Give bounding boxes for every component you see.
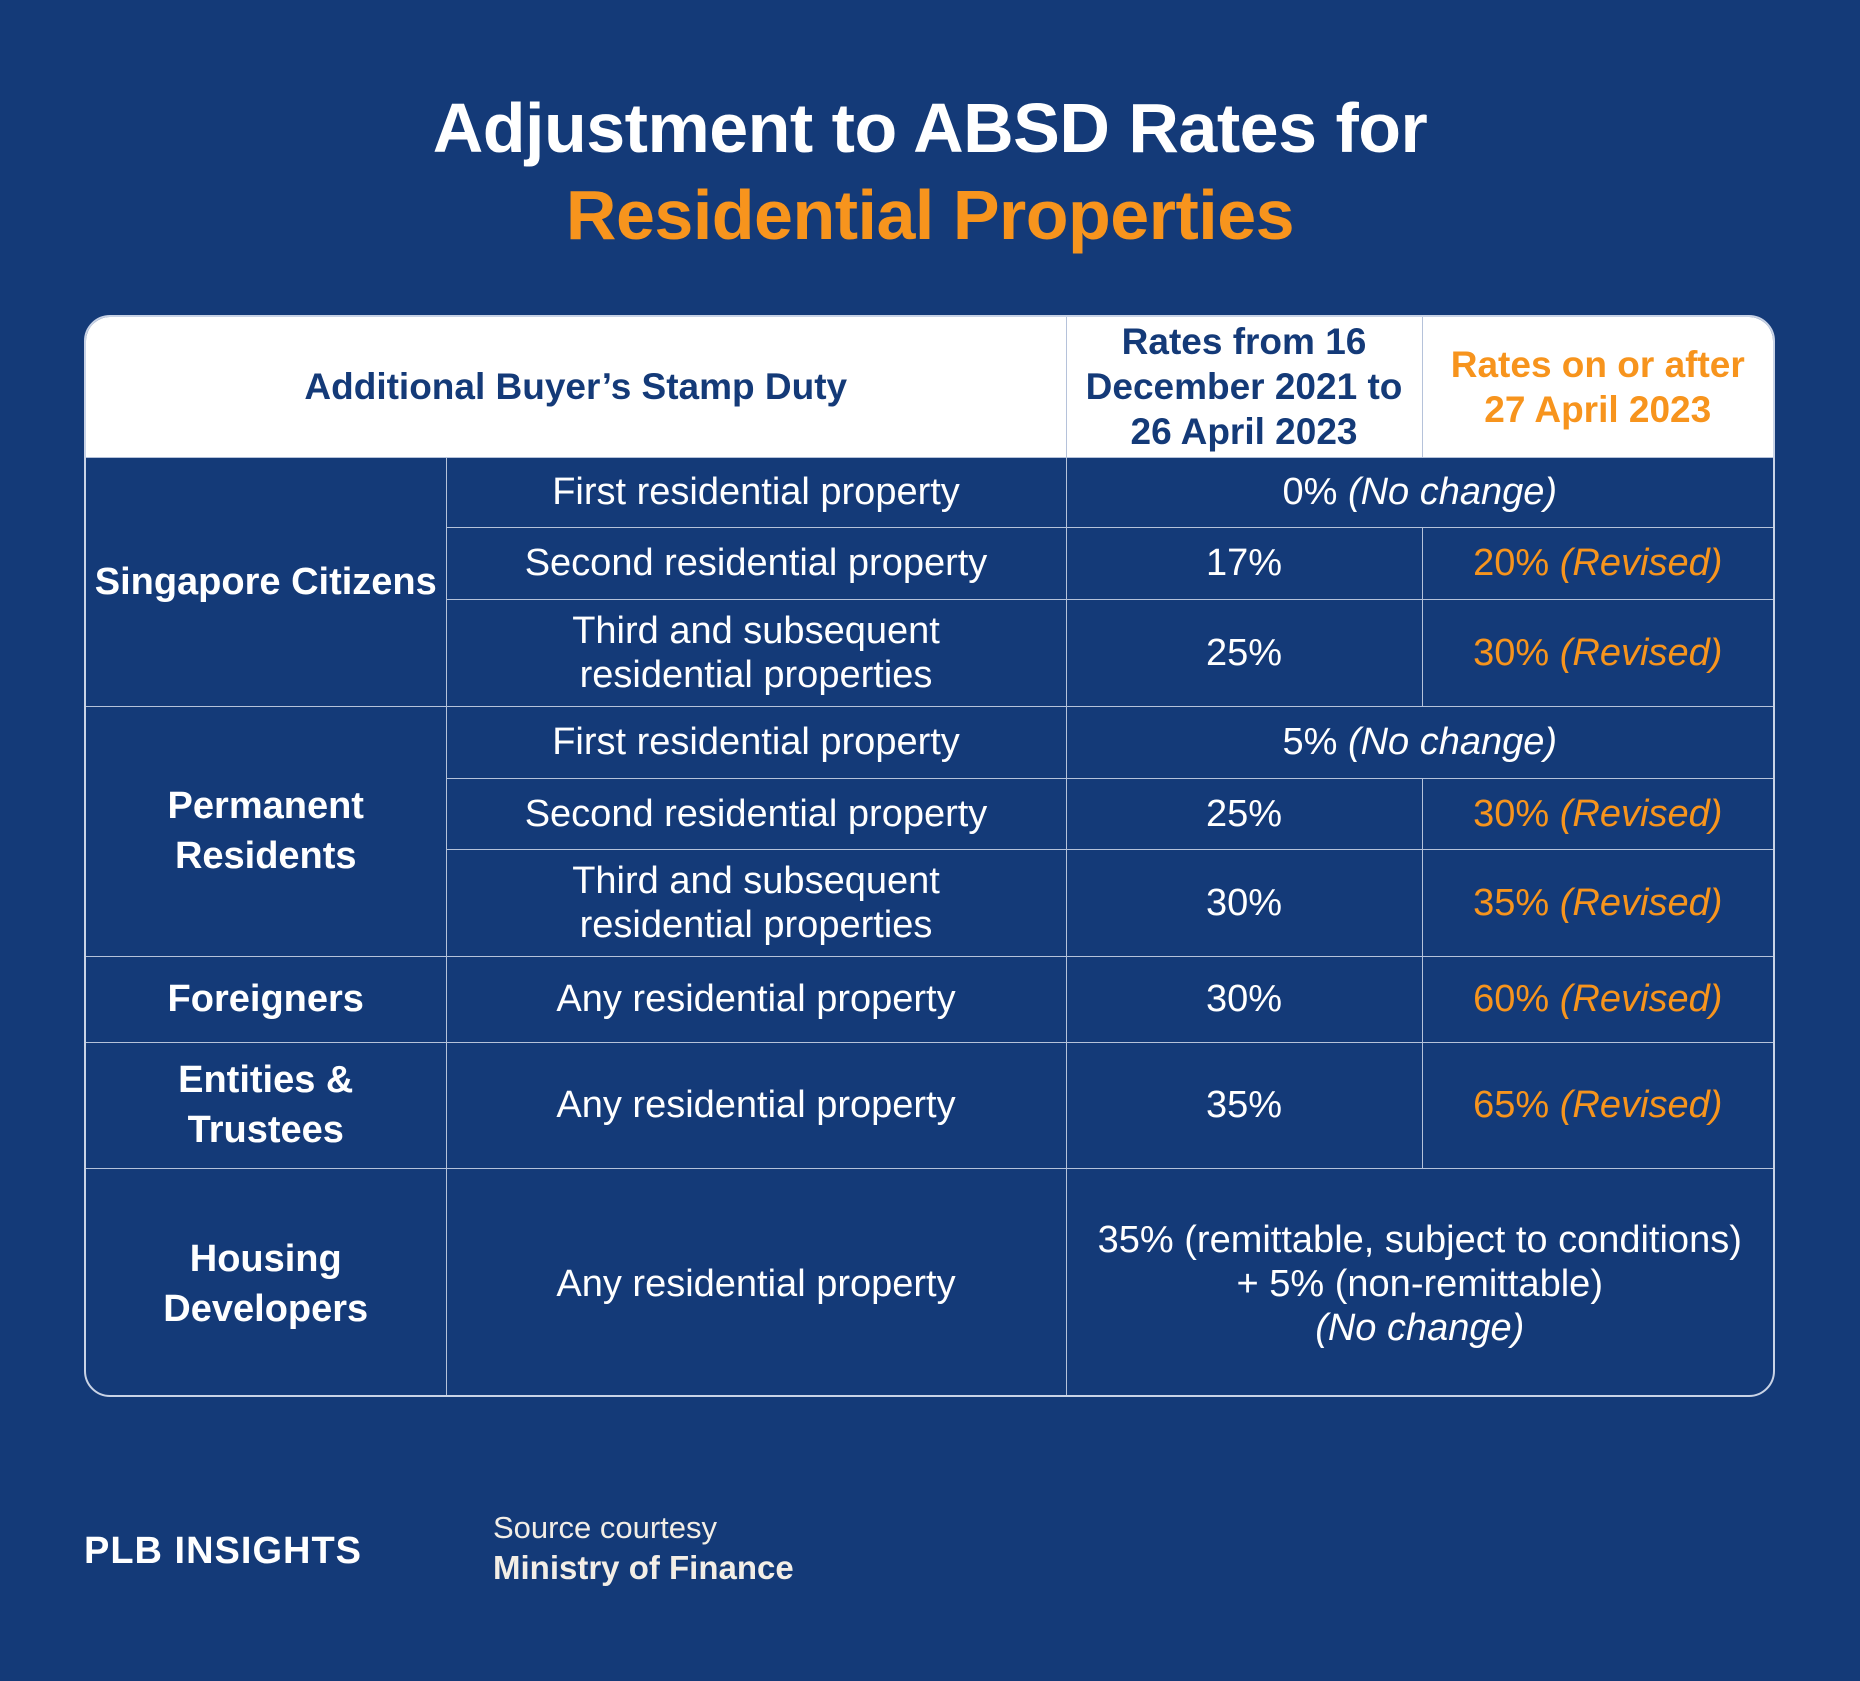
rate-new: 60% (Revised): [1421, 955, 1773, 1043]
table-row: Third and subsequent residential propert…: [86, 848, 1773, 957]
property-type: Any residential property: [445, 955, 1067, 1043]
rate-merged: 5% (No change): [1065, 705, 1773, 779]
rate-old: 25%: [1065, 598, 1423, 707]
plb-insights-logo: PLB INSIGHTS: [84, 1530, 363, 1572]
rate-old: 30%: [1065, 955, 1423, 1043]
table-row: Second residential property 17% 20% (Rev…: [86, 526, 1773, 600]
rate-new: 35% (Revised): [1421, 848, 1773, 957]
header-new-rates: Rates on or after 27 April 2023: [1421, 317, 1773, 458]
property-type: Any residential property: [445, 1167, 1067, 1395]
page-title: Adjustment to ABSD Rates for: [432, 89, 1428, 167]
category-foreigners: Foreigners: [86, 955, 447, 1043]
rate-new: 30% (Revised): [1421, 598, 1773, 707]
table-row: Housing Developers Any residential prope…: [86, 1167, 1773, 1395]
source-label: Source courtesy: [493, 1510, 717, 1545]
category-entities-trustees: Entities & Trustees: [86, 1041, 447, 1169]
table-row: Singapore Citizens First residential pro…: [86, 456, 1773, 707]
property-type: Third and subsequent residential propert…: [446, 598, 1067, 707]
category-singapore-citizens: Singapore Citizens: [86, 456, 447, 707]
absd-table: Additional Buyer’s Stamp Duty Rates from…: [84, 315, 1775, 1397]
property-type: First residential property: [445, 705, 1067, 779]
rate-new: 30% (Revised): [1421, 777, 1773, 850]
rate-old: 30%: [1065, 848, 1423, 957]
rate-old: 25%: [1065, 777, 1423, 850]
table-row: Permanent Residents First residential pr…: [86, 705, 1773, 957]
header-absd: Additional Buyer’s Stamp Duty: [86, 317, 1067, 458]
property-type: Second residential property: [446, 777, 1067, 850]
header-old-rates: Rates from 16 December 2021 to 26 April …: [1065, 317, 1423, 458]
rate-new: 65% (Revised): [1421, 1041, 1773, 1169]
table-header: Additional Buyer’s Stamp Duty Rates from…: [86, 317, 1773, 458]
rate-merged: 35% (remittable, subject to conditions) …: [1065, 1167, 1773, 1395]
category-housing-developers: Housing Developers: [86, 1167, 447, 1395]
table-row: Second residential property 25% 30% (Rev…: [86, 777, 1773, 850]
property-type: Third and subsequent residential propert…: [446, 848, 1067, 957]
rate-old: 17%: [1065, 526, 1423, 600]
table-row: Third and subsequent residential propert…: [86, 598, 1773, 707]
rate-merged: 0% (No change): [1065, 456, 1773, 528]
rate-old: 35%: [1065, 1041, 1423, 1169]
source-name: Ministry of Finance: [493, 1549, 794, 1586]
property-type: Second residential property: [446, 526, 1067, 600]
category-permanent-residents: Permanent Residents: [86, 705, 447, 957]
rate-new: 20% (Revised): [1421, 526, 1773, 600]
table-row: Entities & Trustees Any residential prop…: [86, 1041, 1773, 1169]
page-subtitle: Residential Properties: [565, 176, 1295, 254]
table-row: Foreigners Any residential property 30% …: [86, 955, 1773, 1043]
property-type: Any residential property: [445, 1041, 1067, 1169]
property-type: First residential property: [445, 456, 1067, 528]
